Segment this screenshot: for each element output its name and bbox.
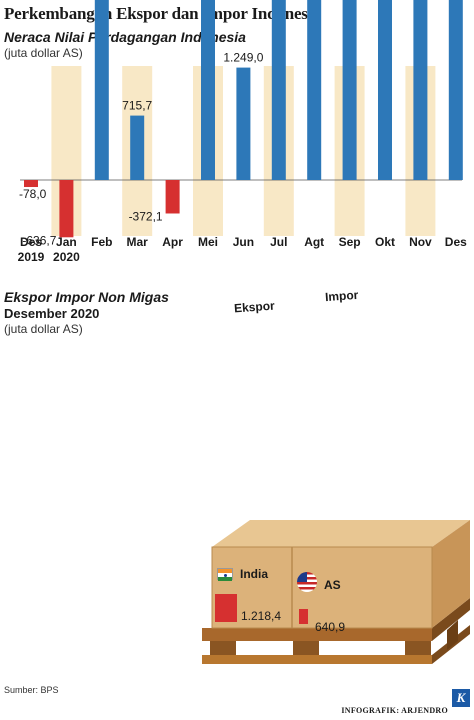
year-tick-label: 2020 (53, 250, 80, 264)
india-name: India (240, 567, 269, 581)
as-name: AS (324, 578, 341, 592)
kompas-logo-icon: K (452, 689, 470, 707)
balance-bar (413, 0, 428, 180)
as-export-bar (299, 609, 308, 624)
balance-bar (307, 0, 322, 180)
month-tick-label: Agt (304, 235, 324, 249)
pallet (202, 598, 470, 664)
balance-bar (448, 0, 463, 181)
balance-bar (24, 180, 38, 188)
month-tick-label: Mei (198, 235, 218, 249)
month-tick-label: Mar (127, 235, 149, 249)
month-tick-label: Jun (233, 235, 254, 249)
bar-value-label: -372,1 (129, 209, 163, 223)
crate-box (211, 520, 470, 629)
month-tick-label: Apr (162, 235, 183, 249)
partner-india: India 1.218,4 (214, 566, 288, 626)
source-note: Sumber: BPS (4, 685, 59, 695)
us-flag-icon (297, 572, 317, 592)
non-migas-unit: (juta dollar AS) (4, 322, 83, 336)
balance-bar (94, 0, 109, 181)
chart-unit: (juta dollar AS) (4, 46, 83, 60)
as-value-label: 640,9 (315, 620, 346, 634)
balance-bar (201, 0, 215, 180)
india-value-label: 1.218,4 (241, 609, 282, 623)
month-tick-label: Des (445, 235, 467, 249)
page-title: Perkembangan Ekspor dan Impor Indonesia (4, 4, 321, 23)
month-tick-label: Des (20, 235, 42, 249)
balance-bar (378, 0, 392, 180)
balance-bar (342, 0, 357, 180)
month-tick-label: Feb (91, 235, 112, 249)
month-tick-label: Sep (339, 235, 361, 249)
partner-as: AS 640,9 (296, 566, 376, 634)
year-tick-label: 2019 (18, 250, 45, 264)
balance-bar (165, 180, 180, 214)
bar-value-label: 715,7 (122, 99, 152, 113)
balance-bar (59, 180, 74, 238)
india-flag-icon (217, 568, 233, 581)
bar-value-label: 1.249,0 (223, 51, 263, 65)
non-migas-title: Ekspor Impor Non Migas (4, 289, 169, 305)
month-tick-label: Okt (375, 235, 395, 249)
bar-value-label: -78,0 (19, 187, 47, 201)
chart-subtitle: Neraca Nilai Perdagangan Indonesia (4, 29, 246, 45)
balance-bar (271, 0, 286, 180)
month-tick-label: Nov (409, 235, 432, 249)
infographic-credit: INFOGRAFIK: ARJENDRO (341, 706, 448, 715)
non-migas-period: Desember 2020 (4, 306, 100, 321)
bar-value-label: -636,7 (22, 233, 56, 247)
month-tick-label: Jan (56, 235, 77, 249)
india-export-bar (215, 594, 237, 622)
month-tick-label: Jul (270, 235, 287, 249)
trade-balance-chart: -78,0Des2019-636,7Jan20202.512,8Feb715,7… (18, 0, 467, 264)
balance-bar (130, 115, 145, 180)
balance-bar (236, 67, 251, 180)
